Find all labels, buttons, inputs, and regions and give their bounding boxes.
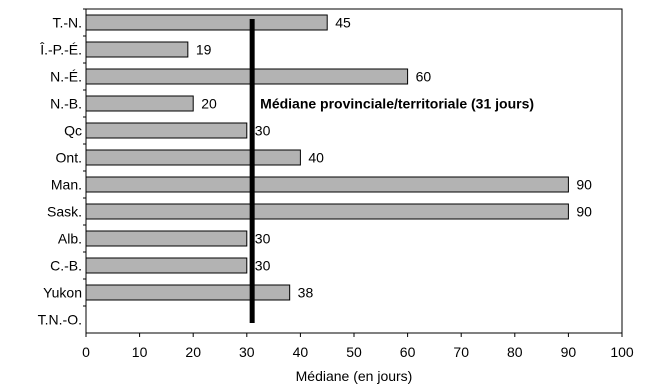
- bar: [85, 14, 328, 31]
- bar: [85, 176, 569, 193]
- bar: [85, 122, 248, 139]
- bar: [85, 230, 248, 247]
- data-label: 19: [196, 42, 212, 58]
- plot-border: [85, 8, 623, 334]
- x-axis-tick-label: 90: [561, 344, 577, 360]
- x-axis-tick-label: 0: [82, 344, 90, 360]
- bar: [85, 203, 569, 220]
- bars-group: [85, 14, 569, 301]
- x-axis-tick-label: 40: [293, 344, 309, 360]
- bar: [85, 95, 194, 112]
- data-label: 20: [201, 96, 217, 112]
- plot-frame: [85, 8, 623, 334]
- category-label: T.N.-O.: [38, 312, 82, 328]
- bar: [85, 68, 409, 85]
- category-label: Î.-P.-É.: [39, 42, 82, 58]
- x-axis-tick-label: 20: [185, 344, 201, 360]
- median-reference-label: Médiane provinciale/territoriale (31 jou…: [260, 96, 534, 112]
- category-label: Sask.: [47, 204, 82, 220]
- data-label: 90: [576, 177, 592, 193]
- data-label: 90: [576, 204, 592, 220]
- x-axis-ticks-group: 0 10 20 30 40 50 60 70 80 90 100: [82, 333, 634, 360]
- x-axis-tick-label: 30: [239, 344, 255, 360]
- data-label: 30: [255, 231, 271, 247]
- data-label: 30: [255, 123, 271, 139]
- x-axis-tick-label: 70: [453, 344, 469, 360]
- x-axis-tick-label: 80: [507, 344, 523, 360]
- bar: [85, 149, 301, 166]
- data-labels-group: 45 19 60 20 30 40 90 90 30 30 38: [196, 15, 592, 301]
- x-axis-tick-label: 60: [400, 344, 416, 360]
- category-label: Yukon: [43, 285, 82, 301]
- category-label: Man.: [51, 177, 82, 193]
- category-label: T.-N.: [52, 15, 82, 31]
- category-label: Qc: [64, 123, 82, 139]
- x-axis-tick-label: 50: [346, 344, 362, 360]
- bar: [85, 41, 189, 58]
- x-axis-title: Médiane (en jours): [296, 368, 413, 384]
- bar: [85, 257, 248, 274]
- data-label: 38: [298, 285, 314, 301]
- bar: [85, 284, 291, 301]
- category-label: N.-É.: [50, 69, 82, 85]
- category-label: Ont.: [56, 150, 82, 166]
- category-label: C.-B.: [50, 258, 82, 274]
- data-label: 30: [255, 258, 271, 274]
- data-label: 60: [416, 69, 432, 85]
- x-axis-tick-label: 100: [610, 344, 634, 360]
- category-label: N.-B.: [50, 96, 82, 112]
- data-label: 45: [335, 15, 351, 31]
- category-label: Alb.: [58, 231, 82, 247]
- x-axis-tick-label: 10: [132, 344, 148, 360]
- data-label: 40: [308, 150, 324, 166]
- median-reference-group: Médiane provinciale/territoriale (31 jou…: [249, 19, 534, 323]
- category-labels-group: T.-N. Î.-P.-É. N.-É. N.-B. Qc Ont. Man. Sask. Al…: [38, 8, 86, 328]
